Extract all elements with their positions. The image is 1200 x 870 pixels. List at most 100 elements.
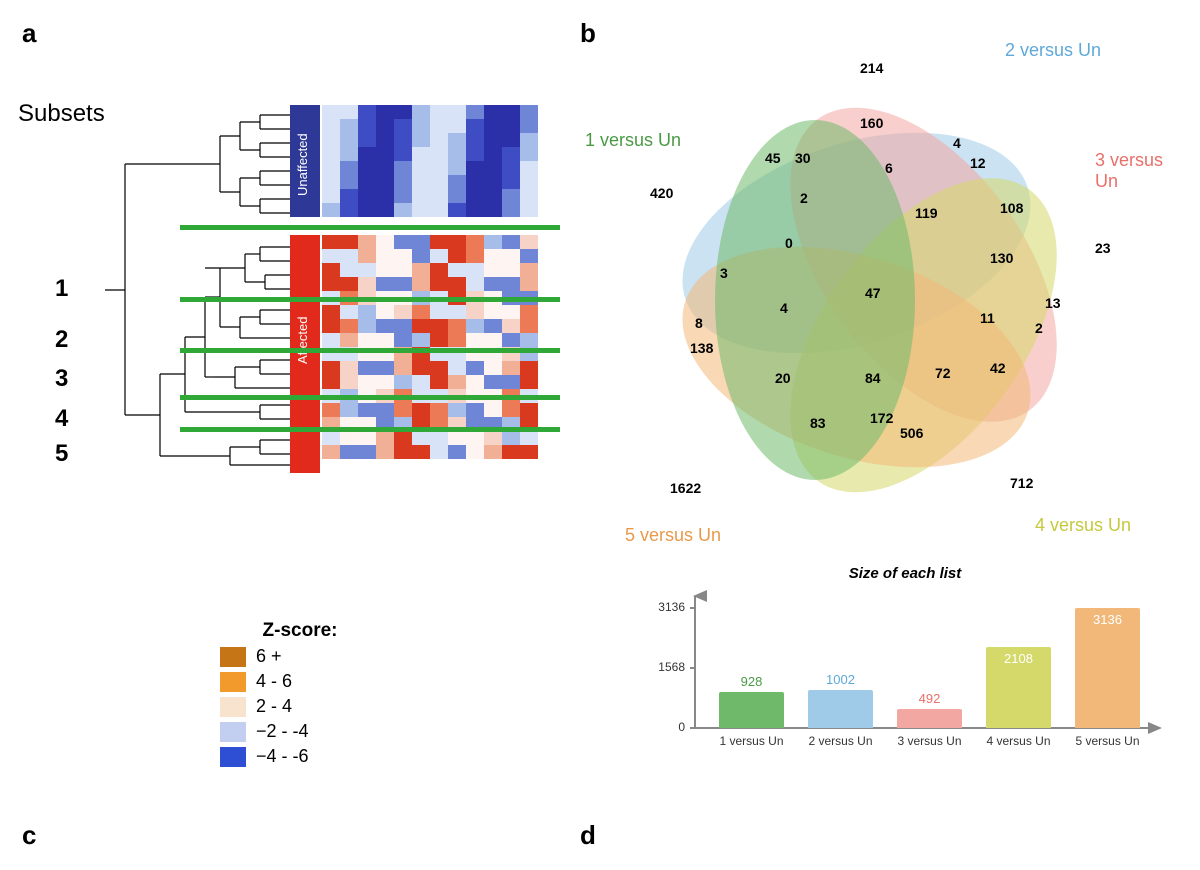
heatmap-cell	[394, 305, 412, 319]
heatmap-cell	[394, 319, 412, 333]
heatmap-cell	[358, 203, 376, 217]
venn-count: 130	[990, 250, 1013, 266]
heatmap-cell	[340, 249, 358, 263]
heatmap-cell	[358, 319, 376, 333]
heatmap-cell	[502, 333, 520, 347]
y-tick-label: 0	[640, 720, 685, 734]
heatmap-cell	[484, 105, 502, 119]
heatmap-cell	[448, 203, 466, 217]
heatmap-cell	[502, 319, 520, 333]
heatmap-cell	[394, 277, 412, 291]
divider-line	[180, 427, 560, 432]
heatmap-cell	[484, 319, 502, 333]
venn-set-label: 2 versus Un	[1005, 40, 1101, 61]
legend-label: −2 - -4	[256, 721, 309, 742]
heatmap-cell	[448, 161, 466, 175]
heatmap-cell	[466, 361, 484, 375]
heatmap-cell	[412, 403, 430, 417]
heatmap-cell	[430, 105, 448, 119]
heatmap-cell	[358, 277, 376, 291]
heatmap-cell	[322, 105, 340, 119]
heatmap-cell	[502, 445, 520, 459]
heatmap-cell	[448, 403, 466, 417]
heatmap-cell	[322, 403, 340, 417]
heatmap-cell	[376, 133, 394, 147]
y-tick-label: 3136	[640, 600, 685, 614]
heatmap-cell	[502, 305, 520, 319]
heatmap-cell	[322, 319, 340, 333]
heatmap-cell	[358, 119, 376, 133]
heatmap-cell	[394, 161, 412, 175]
venn-count: 83	[810, 415, 826, 431]
subset-num-2: 2	[55, 326, 68, 354]
heatmap-cell	[394, 333, 412, 347]
venn-count: 2	[800, 190, 808, 206]
heatmap-cell	[430, 375, 448, 389]
heatmap-cell	[520, 305, 538, 319]
bar-value: 1002	[808, 672, 872, 687]
heatmap-cell	[394, 375, 412, 389]
barchart: Size of each list 0156831369281 versus U…	[640, 565, 1170, 758]
heatmap-cell	[358, 235, 376, 249]
heatmap-cell	[340, 277, 358, 291]
heatmap-cell	[466, 203, 484, 217]
heatmap-cell	[430, 361, 448, 375]
bar-value: 928	[719, 674, 783, 689]
venn-count: 712	[1010, 475, 1033, 491]
heatmap-cell	[340, 175, 358, 189]
heatmap-cell	[340, 161, 358, 175]
heatmap-cell	[430, 403, 448, 417]
legend-row: 2 - 4	[220, 696, 380, 717]
venn-count: 160	[860, 115, 883, 131]
heatmap-cell	[484, 403, 502, 417]
venn-set-label: 1 versus Un	[585, 130, 681, 151]
heatmap-cell	[412, 235, 430, 249]
heatmap-cell	[322, 249, 340, 263]
bar	[897, 709, 961, 728]
bar-value: 492	[897, 691, 961, 706]
panel-label-d: d	[580, 820, 596, 851]
heatmap-cell	[448, 361, 466, 375]
heatmap-cell	[394, 147, 412, 161]
heatmap-cell	[448, 305, 466, 319]
heatmap-cell	[448, 263, 466, 277]
heatmap-cell	[412, 133, 430, 147]
heatmap-cell	[412, 189, 430, 203]
heatmap-cell	[376, 361, 394, 375]
heatmap-cell	[412, 277, 430, 291]
heatmap-cell	[466, 175, 484, 189]
heatmap-cell	[448, 333, 466, 347]
heatmap-cell	[466, 263, 484, 277]
bar	[719, 692, 783, 728]
heatmap-cell	[484, 249, 502, 263]
heatmap-cell	[430, 319, 448, 333]
heatmap-cell	[502, 263, 520, 277]
heatmap-cell	[394, 445, 412, 459]
heatmap-cell	[358, 333, 376, 347]
heatmap-cell	[358, 249, 376, 263]
venn-count: 45	[765, 150, 781, 166]
heatmap-cell	[340, 445, 358, 459]
subset-num-3: 3	[55, 365, 68, 393]
heatmap-cell	[394, 175, 412, 189]
heatmap-cell	[466, 445, 484, 459]
heatmap-cell	[340, 431, 358, 445]
heatmap-cell	[412, 203, 430, 217]
heatmap-cell	[430, 203, 448, 217]
heatmap-cell	[376, 105, 394, 119]
heatmap-cell	[430, 263, 448, 277]
heatmap-cell	[412, 361, 430, 375]
heatmap-cell	[502, 235, 520, 249]
heatmap-cell	[520, 249, 538, 263]
heatmap-cell	[358, 445, 376, 459]
heatmap-cell	[358, 161, 376, 175]
heatmap-cell	[322, 375, 340, 389]
heatmap-cell	[502, 431, 520, 445]
legend-row: 4 - 6	[220, 671, 380, 692]
divider-line	[180, 348, 560, 353]
heatmap-cell	[502, 375, 520, 389]
legend-label: 6 +	[256, 646, 282, 667]
heatmap-cell	[466, 403, 484, 417]
heatmap-cell	[520, 403, 538, 417]
heatmap-cell	[502, 361, 520, 375]
